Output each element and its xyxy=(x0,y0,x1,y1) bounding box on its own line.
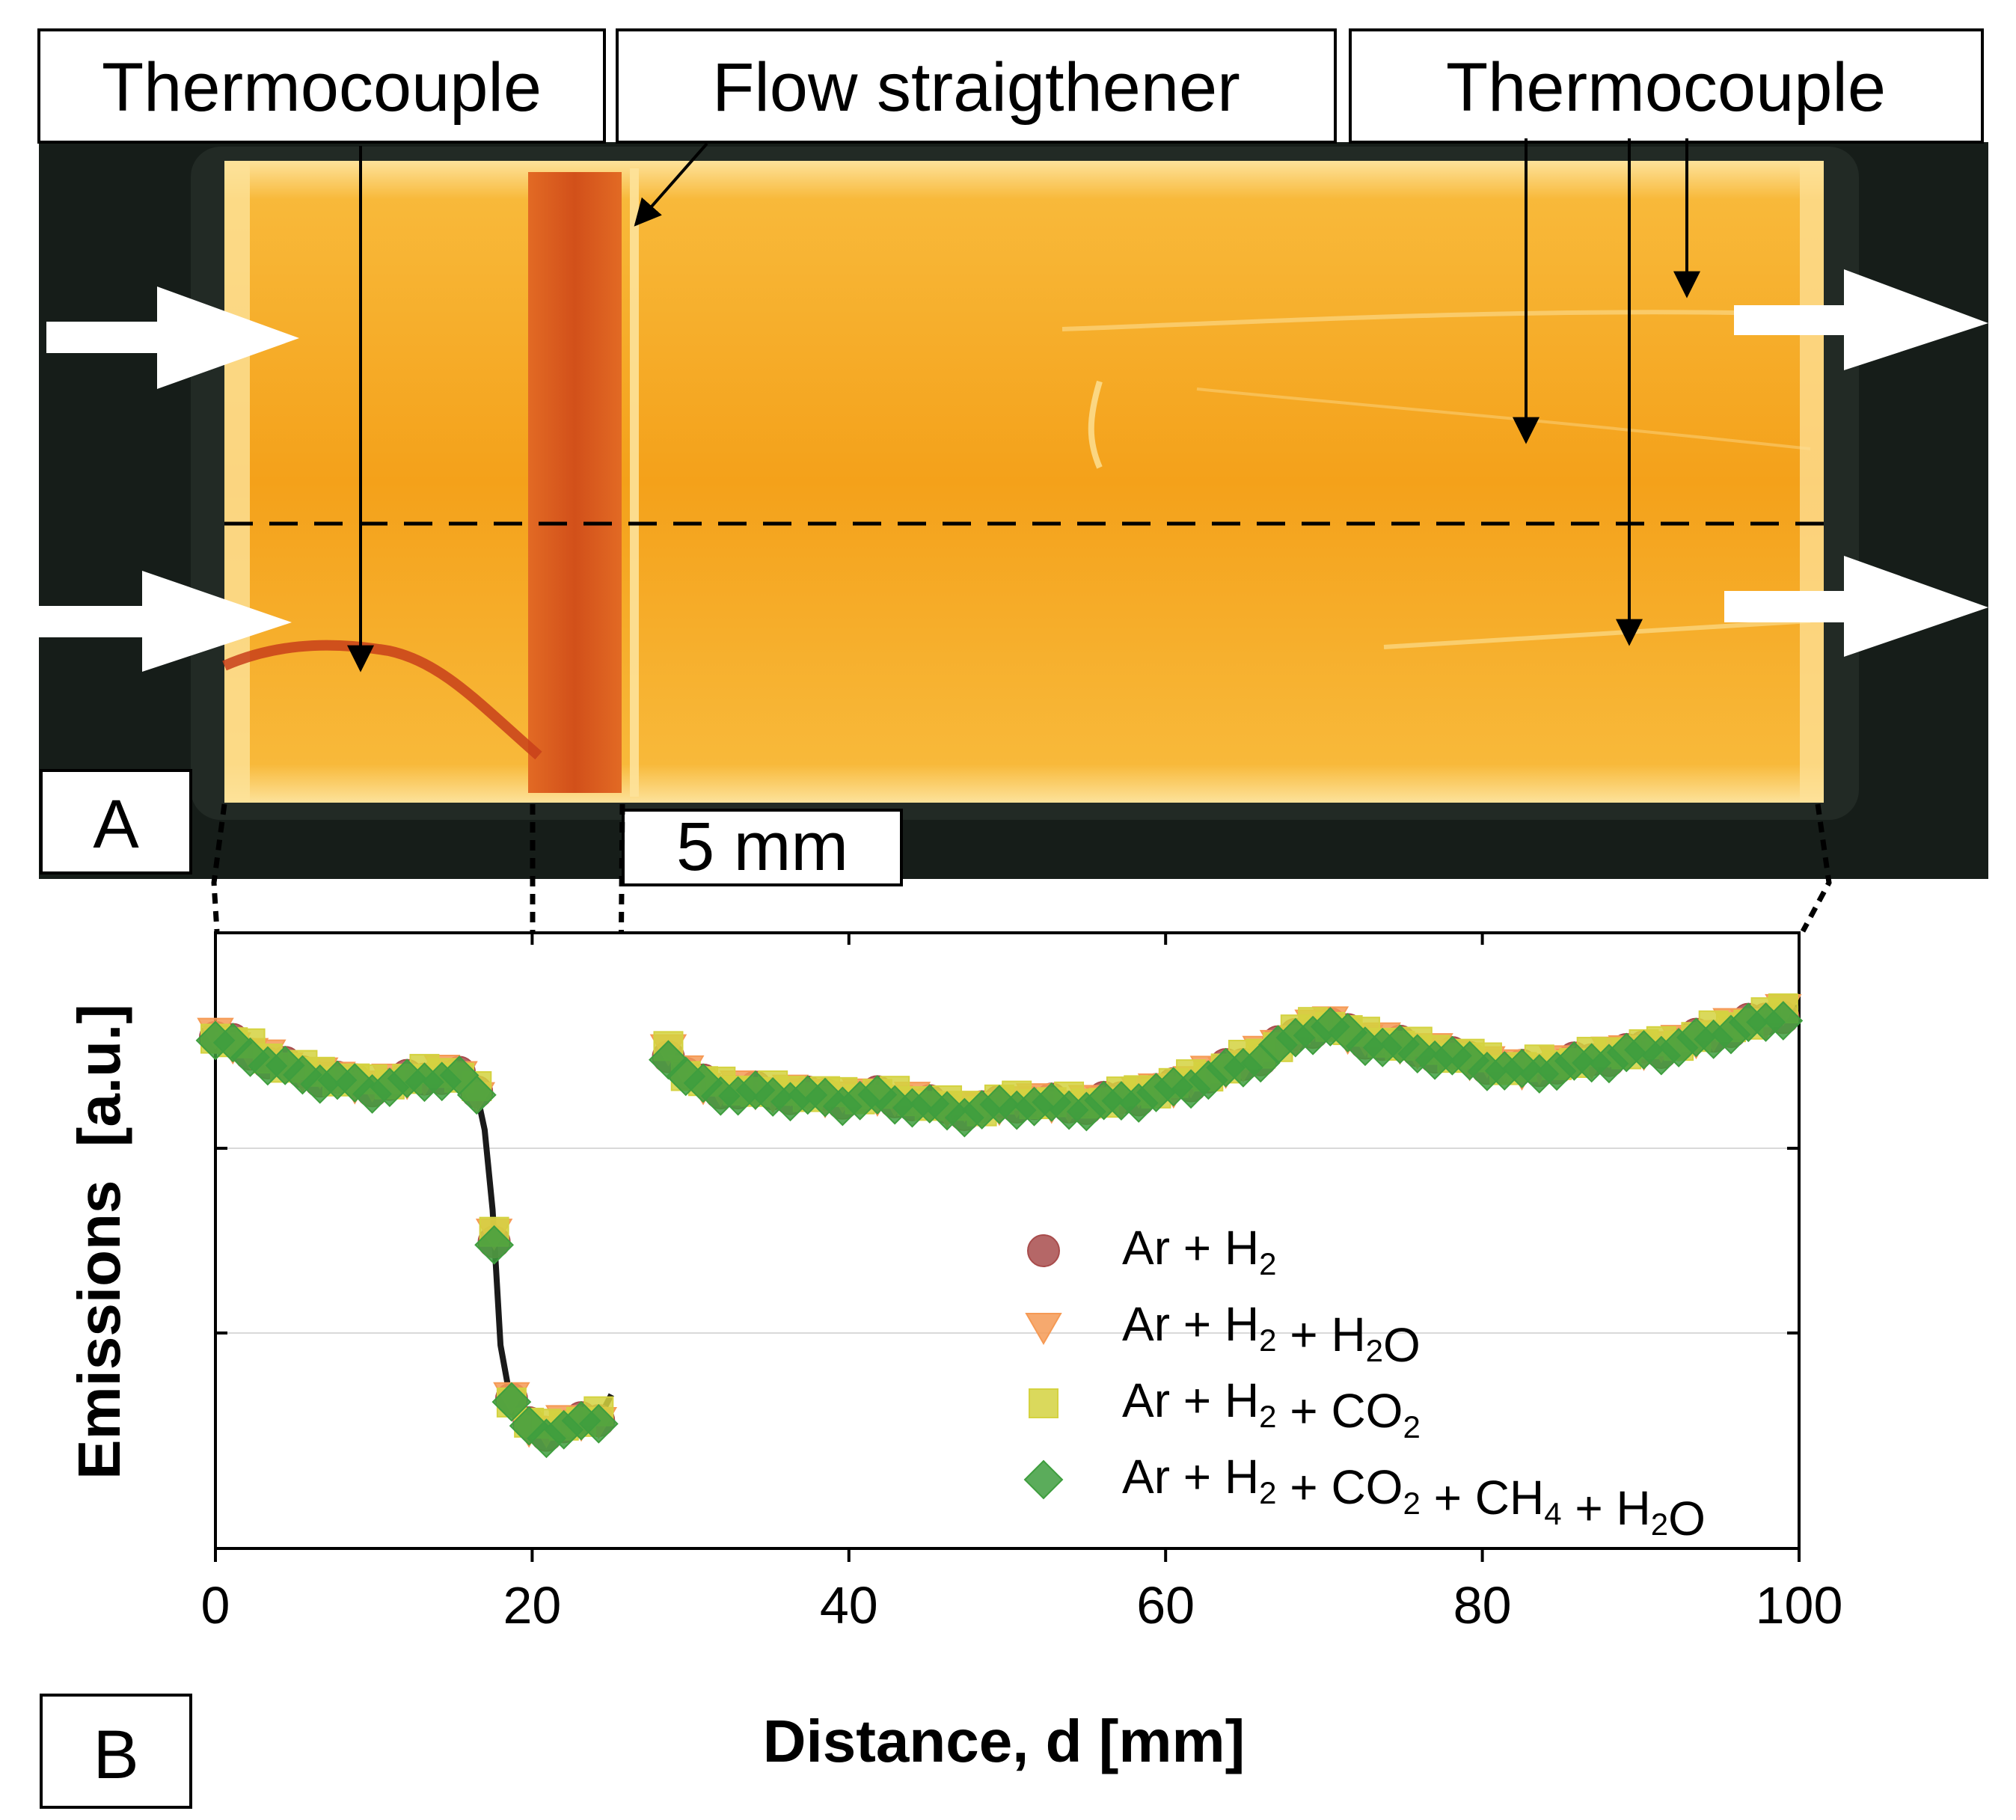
legend-text: Ar + H xyxy=(1122,1297,1259,1351)
faint-streak-2 xyxy=(1088,380,1103,469)
scale-bar-box: 5 mm xyxy=(622,809,903,886)
flow-straightener-glow-line xyxy=(630,168,639,797)
legend-text: O xyxy=(1383,1318,1421,1372)
faint-streak-1 xyxy=(1061,310,1811,331)
legend-entry: Ar + H2 + CO2 xyxy=(1122,1373,1421,1444)
connector-right xyxy=(1800,803,1832,933)
panel-connectors xyxy=(211,803,1832,977)
panel-a: Thermocouple Flow straigthener Thermocou… xyxy=(37,28,1988,886)
legend-subscript: 2 xyxy=(1259,1323,1276,1358)
legend-subscript: 2 xyxy=(1259,1399,1276,1434)
flow-straightener-label: Flow straigthener xyxy=(712,49,1240,126)
legend-marker xyxy=(1025,1313,1062,1346)
legend-entry: Ar + H2 + CO2 + CH4 + H2O xyxy=(1122,1450,1706,1545)
channel-right-edge-glow xyxy=(1800,161,1824,803)
thermocouple-wire-left xyxy=(222,640,542,760)
connector-left xyxy=(211,803,227,932)
legend-subscript: 2 xyxy=(1403,1409,1420,1444)
legend-text: + CO xyxy=(1277,1460,1403,1514)
x-tick-label: 60 xyxy=(1136,1576,1195,1634)
outlet-arrow-top xyxy=(1734,269,1988,370)
channel-left-edge-glow xyxy=(224,161,250,803)
legend-entry: Ar + H2 xyxy=(1122,1221,1277,1281)
legend-subscript: 2 xyxy=(1259,1475,1276,1510)
series-ar-h2-co2-ch4-h2o xyxy=(195,1001,1804,1459)
callout-thermocouple-left: Thermocouple xyxy=(37,28,606,144)
legend-text: Ar + H xyxy=(1122,1450,1259,1504)
data-point xyxy=(456,1075,497,1115)
legend-text: + H xyxy=(1277,1308,1366,1361)
data-point xyxy=(474,1225,515,1265)
legend-marker xyxy=(1023,1459,1064,1500)
data-point xyxy=(805,1077,845,1118)
scale-bar-label: 5 mm xyxy=(676,809,848,885)
legend-text: + CO xyxy=(1277,1384,1403,1438)
legend-subscript: 2 xyxy=(1651,1507,1668,1542)
inlet-arrow-bottom xyxy=(39,571,292,672)
faint-streak-3 xyxy=(1383,619,1811,649)
data-point xyxy=(283,1055,322,1095)
x-tick-label: 20 xyxy=(503,1576,561,1634)
thermocouple-left-label: Thermocouple xyxy=(102,49,542,126)
data-point xyxy=(1328,1013,1368,1053)
legend-marker xyxy=(1027,1234,1060,1267)
faint-streak-4 xyxy=(1196,387,1811,450)
plot-frame xyxy=(214,931,1801,1550)
legend-text: + H xyxy=(1562,1481,1651,1535)
outlet-arrow-bottom xyxy=(1724,556,1988,657)
panel-a-label: A xyxy=(93,786,139,862)
data-point xyxy=(491,1382,532,1422)
x-tick-label: 40 xyxy=(820,1576,878,1634)
legend-subscript: 2 xyxy=(1366,1333,1383,1368)
legend-subscript: 4 xyxy=(1544,1496,1561,1531)
grid-lines xyxy=(215,1148,1799,1334)
panel-b-label: B xyxy=(93,1717,138,1793)
legend-text: + CH xyxy=(1421,1471,1544,1525)
legend-text: Ar + H xyxy=(1122,1373,1259,1427)
emission-channel xyxy=(224,161,1824,803)
y-ticks xyxy=(215,1147,1799,1335)
y-axis-label: Emissions [a.u.] xyxy=(66,1004,132,1480)
callout-thermocouple-right: Thermocouple xyxy=(1349,28,1984,144)
legend-marker xyxy=(1029,1388,1058,1418)
x-axis-label: Distance, d [mm] xyxy=(763,1708,1246,1774)
panel-b-label-box: B xyxy=(40,1694,192,1809)
legend-text: O xyxy=(1668,1492,1706,1545)
x-tick-label: 0 xyxy=(201,1576,230,1634)
legend-subscript: 2 xyxy=(1259,1246,1276,1281)
x-ticks: 0 20 40 60 80 100 xyxy=(201,933,1843,1634)
x-tick-label: 80 xyxy=(1453,1576,1512,1634)
data-point xyxy=(1763,1001,1804,1041)
callout-flow-straightener: Flow straigthener xyxy=(616,28,1337,144)
flow-straightener-block xyxy=(528,172,622,793)
panel-a-label-box: A xyxy=(40,769,192,874)
legend-subscript: 2 xyxy=(1403,1486,1420,1521)
legend-text: Ar + H xyxy=(1122,1221,1259,1275)
x-tick-label: 100 xyxy=(1756,1576,1843,1634)
inlet-arrow-top xyxy=(46,287,299,389)
thermocouple-right-label: Thermocouple xyxy=(1446,49,1886,126)
pointer-flow-straightener xyxy=(634,142,708,227)
legend-entry: Ar + H2 + H2O xyxy=(1122,1297,1421,1372)
data-point xyxy=(578,1403,619,1444)
data-point xyxy=(683,1063,723,1103)
